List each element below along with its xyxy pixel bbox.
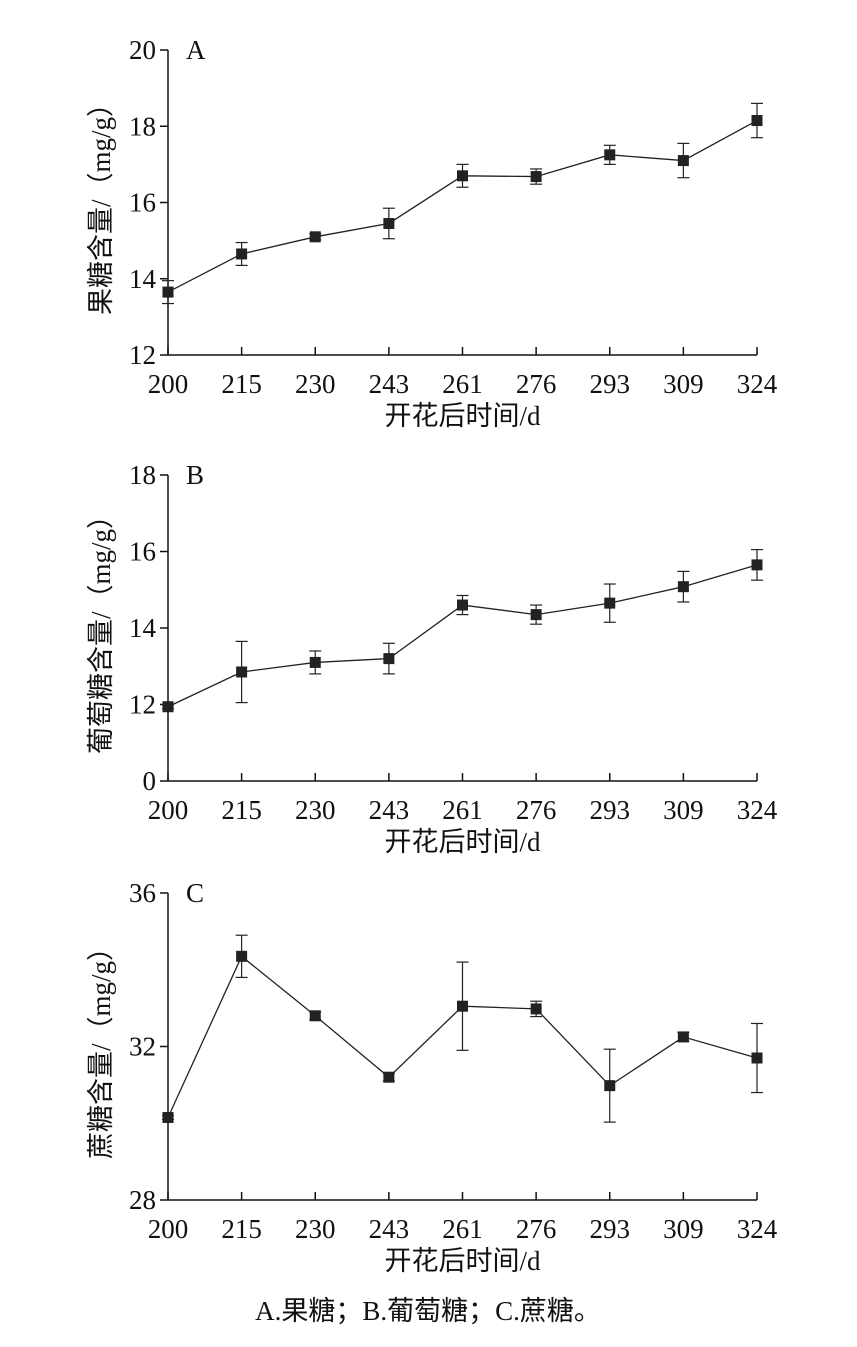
x-tick-label: 261 xyxy=(442,1214,483,1244)
x-tick-label: 309 xyxy=(663,795,704,825)
data-point xyxy=(604,1080,616,1092)
data-point xyxy=(162,1111,174,1123)
caption: A.果糖；B.葡萄糖；C.蔗糖。 xyxy=(255,1296,601,1326)
data-point xyxy=(530,171,542,183)
x-tick-label: 309 xyxy=(663,369,704,399)
y-axis-label: 果糖含量/（mg/g） xyxy=(86,90,116,315)
x-tick-label: 324 xyxy=(737,369,778,399)
x-tick-label: 261 xyxy=(442,795,483,825)
x-tick-label: 243 xyxy=(369,1214,410,1244)
data-point xyxy=(236,950,248,962)
x-tick-label: 243 xyxy=(369,369,410,399)
x-tick-label: 230 xyxy=(295,795,336,825)
x-tick-label: 200 xyxy=(148,369,189,399)
data-point xyxy=(457,599,468,611)
x-tick-label: 200 xyxy=(148,795,189,825)
data-point xyxy=(383,653,395,665)
data-point xyxy=(162,286,174,298)
data-point xyxy=(309,656,321,668)
data-point xyxy=(677,155,689,167)
y-tick-label: 14 xyxy=(129,264,157,294)
y-tick-label: 18 xyxy=(129,111,156,141)
x-axis-label: 开花后时间/d xyxy=(384,1246,541,1276)
data-point xyxy=(677,1031,689,1043)
data-point xyxy=(751,115,763,127)
x-tick-label: 293 xyxy=(590,369,631,399)
y-tick-label: 0 xyxy=(143,766,157,796)
data-point xyxy=(751,1052,763,1064)
x-axis-label: 开花后时间/d xyxy=(384,401,541,431)
data-point xyxy=(383,217,395,229)
x-tick-label: 309 xyxy=(663,1214,704,1244)
y-tick-label: 12 xyxy=(129,340,156,370)
x-tick-label: 261 xyxy=(442,369,483,399)
data-point xyxy=(530,609,542,621)
x-tick-label: 215 xyxy=(221,369,262,399)
panel-label: B xyxy=(186,460,204,490)
data-point xyxy=(457,1000,468,1012)
data-point xyxy=(383,1071,395,1083)
y-tick-label: 18 xyxy=(129,460,156,490)
x-tick-label: 230 xyxy=(295,369,336,399)
x-tick-label: 324 xyxy=(737,795,778,825)
data-point xyxy=(604,597,616,609)
y-tick-label: 36 xyxy=(129,878,156,908)
x-tick-label: 293 xyxy=(590,795,631,825)
data-line xyxy=(167,119,758,293)
x-tick-label: 215 xyxy=(221,1214,262,1244)
x-tick-label: 230 xyxy=(295,1214,336,1244)
x-tick-label: 276 xyxy=(516,369,557,399)
x-tick-label: 200 xyxy=(148,1214,189,1244)
y-tick-label: 32 xyxy=(129,1032,156,1062)
data-point xyxy=(604,149,616,161)
data-point xyxy=(457,170,468,182)
x-tick-label: 276 xyxy=(516,795,557,825)
y-tick-label: 12 xyxy=(129,690,156,720)
data-point xyxy=(309,1010,321,1022)
y-tick-label: 20 xyxy=(129,35,156,65)
data-point xyxy=(751,559,763,571)
data-point xyxy=(236,248,248,260)
data-point xyxy=(309,231,321,243)
data-point xyxy=(677,581,689,593)
x-tick-label: 215 xyxy=(221,795,262,825)
data-point xyxy=(530,1003,542,1015)
y-tick-label: 16 xyxy=(129,188,156,218)
data-point xyxy=(162,701,174,713)
panel-label: A xyxy=(186,35,206,65)
panel-label: C xyxy=(186,878,204,908)
x-tick-label: 293 xyxy=(590,1214,631,1244)
x-tick-label: 243 xyxy=(369,795,410,825)
data-line xyxy=(167,564,758,708)
x-axis-label: 开花后时间/d xyxy=(384,827,541,857)
y-axis-label: 葡萄糖含量/（mg/g） xyxy=(86,502,116,754)
x-tick-label: 324 xyxy=(737,1214,778,1244)
data-point xyxy=(236,666,248,678)
y-tick-label: 28 xyxy=(129,1185,156,1215)
y-tick-label: 16 xyxy=(129,537,156,567)
x-tick-label: 276 xyxy=(516,1214,557,1244)
y-axis-label: 蔗糖含量/（mg/g） xyxy=(86,934,116,1159)
y-tick-label: 14 xyxy=(129,613,157,643)
